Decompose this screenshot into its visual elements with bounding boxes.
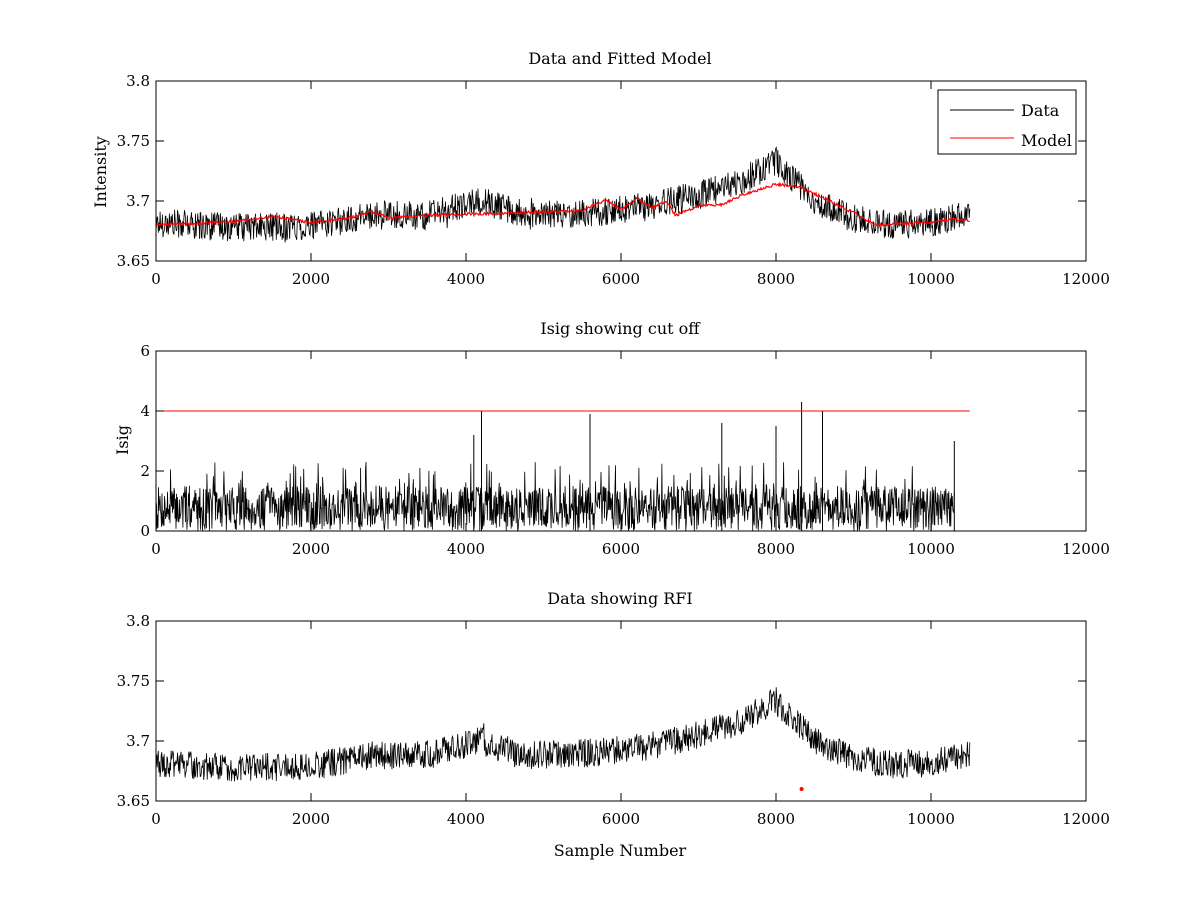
y-tick-label: 3.65: [117, 792, 150, 810]
series-line-isig: [155, 461, 955, 532]
chart-title: Data showing RFI: [547, 589, 692, 608]
x-tick-label: 8000: [757, 810, 795, 828]
y-tick-label: 2: [140, 462, 150, 480]
y-tick-label: 3.8: [126, 72, 150, 90]
y-tick-label: 0: [140, 522, 150, 540]
plot-area: [155, 402, 970, 532]
panel-data-and-model: Data and Fitted Model Intensity 0 2000 400…: [91, 49, 1110, 288]
y-tick-label: 6: [140, 342, 150, 360]
axes: 0 2000 4000 6000 8000 10000 12000 3.65 3.7 3.75 3.…: [117, 72, 1110, 288]
y-tick-label: 3.65: [117, 252, 150, 270]
series-line-data: [155, 687, 971, 782]
x-tick-label: 2000: [292, 270, 330, 288]
x-tick-label: 12000: [1062, 540, 1110, 558]
legend-entry-model: Model: [1021, 131, 1072, 150]
legend-box: [937, 89, 1077, 155]
panel-rfi: Data showing RFI Sample Number 0 2000 4000…: [117, 589, 1110, 860]
x-axis-label: Sample Number: [554, 841, 687, 860]
axes: 0 2000 4000 6000 8000 10000 12000 0 2 4 6: [140, 342, 1109, 558]
x-tick-label: 6000: [602, 270, 640, 288]
chart-title: Data and Fitted Model: [528, 49, 711, 68]
panel-isig: Isig showing cut off Isig 0 2000 4000 6000 8…: [113, 319, 1110, 558]
y-tick-label: 4: [140, 402, 150, 420]
y-tick-label: 3.8: [126, 612, 150, 630]
y-tick-label: 3.7: [126, 192, 150, 210]
y-axis-label: Intensity: [91, 136, 110, 208]
plot-area: [155, 145, 971, 243]
x-tick-label: 4000: [447, 810, 485, 828]
y-tick-label: 3.75: [117, 132, 150, 150]
x-tick-label: 12000: [1062, 270, 1110, 288]
plot-area: [155, 687, 971, 791]
x-tick-label: 4000: [447, 270, 485, 288]
x-tick-label: 2000: [292, 540, 330, 558]
rfi-point: [799, 787, 804, 791]
x-tick-label: 0: [151, 810, 161, 828]
x-tick-label: 10000: [907, 810, 955, 828]
x-tick-label: 12000: [1062, 810, 1110, 828]
legend-entry-data: Data: [1021, 101, 1060, 120]
y-tick-label: 3.75: [117, 672, 150, 690]
x-tick-label: 2000: [292, 810, 330, 828]
x-tick-label: 4000: [447, 540, 485, 558]
axes: 0 2000 4000 6000 8000 10000 12000 3.65 3.7 3.75 3.…: [117, 612, 1110, 828]
x-tick-label: 0: [151, 270, 161, 288]
x-tick-label: 0: [151, 540, 161, 558]
x-tick-label: 8000: [757, 540, 795, 558]
y-axis-label: Isig: [113, 425, 132, 455]
chart-title: Isig showing cut off: [540, 319, 701, 338]
x-tick-label: 6000: [602, 540, 640, 558]
x-tick-label: 10000: [907, 540, 955, 558]
x-tick-label: 8000: [757, 270, 795, 288]
series-line-model: [155, 181, 970, 228]
legend: Data Model: [937, 89, 1077, 155]
y-tick-label: 3.7: [126, 732, 150, 750]
x-tick-label: 10000: [907, 270, 955, 288]
x-tick-label: 6000: [602, 810, 640, 828]
